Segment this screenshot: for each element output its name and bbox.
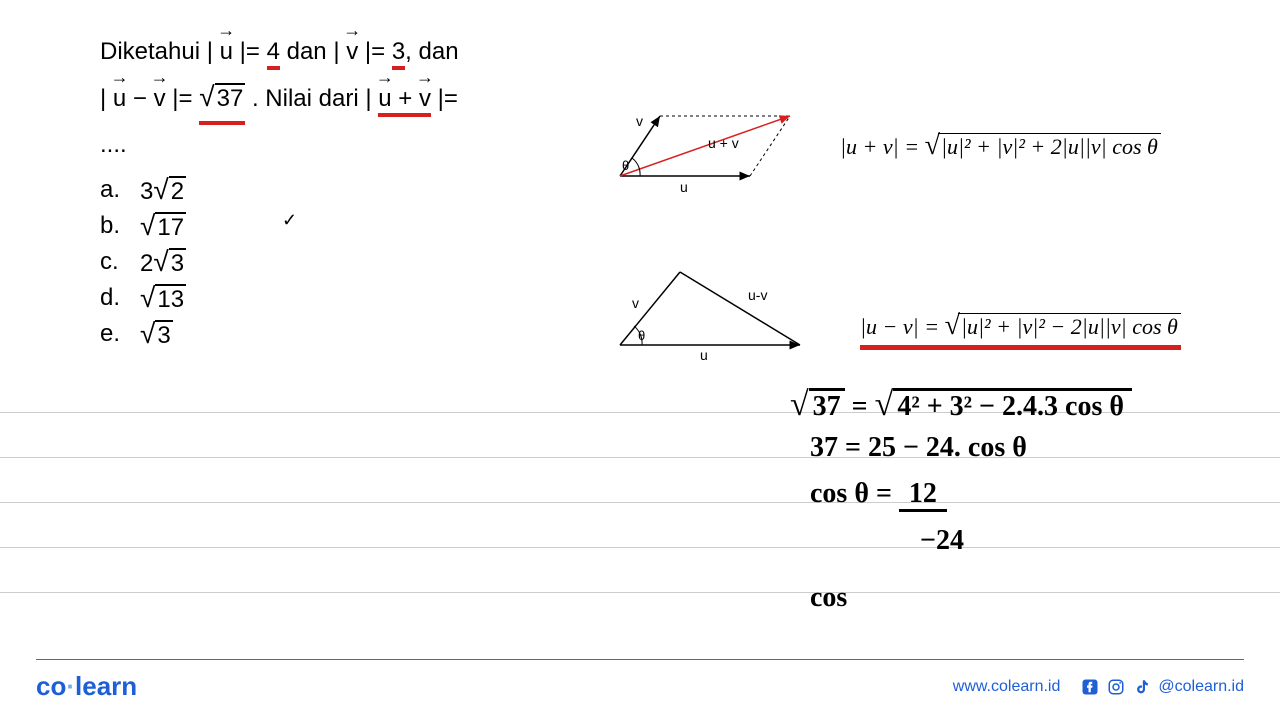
vector-v: v [154,79,166,120]
colearn-logo: co·learn [36,671,137,702]
triangle-diagram: v u u-v θ [600,260,820,365]
facebook-icon [1080,677,1100,697]
handwritten-step-2: 37 = 25 − 24. cos θ [810,432,1027,464]
svg-text:θ: θ [638,328,645,343]
text: |= [166,85,200,112]
option-a: a. 3√2 [100,174,560,206]
instagram-icon [1106,677,1126,697]
option-label: e. [100,320,140,348]
formula-uplusv: |u + v| = √|u|² + |v|² + 2|u||v| cos θ [840,130,1161,162]
option-label: b. [100,212,140,240]
text: . Nilai dari | [245,85,378,112]
problem-block: Diketahui | u |= 4 dan | v |= 3, dan | u… [100,32,560,354]
vector-u: u [220,32,233,73]
handwritten-step-3: cos θ = 12 [810,478,947,510]
tiktok-icon [1132,677,1152,697]
svg-text:u: u [680,179,688,195]
social-icons: @colearn.id [1080,677,1244,697]
footer-handle: @colearn.id [1158,678,1244,696]
options-list: a. 3√2 b. √17 c. 2√3 ✓ d. √13 e. √3 [100,174,560,350]
option-e: e. √3 [100,318,560,350]
option-d: d. √13 [100,282,560,314]
svg-text:u: u [700,347,708,360]
dots: .... [100,131,127,158]
formula-lhs: |u − v| = [860,314,939,339]
option-c: c. 2√3 ✓ [100,246,560,278]
footer-divider [36,659,1244,660]
text: − [126,85,153,112]
text: |= [233,38,267,65]
option-b: b. √17 [100,210,560,242]
svg-text:u-v: u-v [748,287,767,303]
text: |= [431,85,458,112]
option-value: 3√2 [140,174,186,206]
vector-v: v [346,32,358,73]
option-label: d. [100,284,140,312]
formula-uminusv: |u − v| = √|u|² + |v|² − 2|u||v| cos θ [860,310,1181,342]
formula-rhs: |u|² + |v|² − 2|u||v| cos θ [958,313,1181,340]
u-plus-v-highlight: u + v [378,85,431,117]
footer-right: www.colearn.id @colearn.id [953,677,1244,697]
parallelogram-diagram: v u u + v θ [600,96,800,201]
footer-url: www.colearn.id [953,678,1061,696]
svg-text:v: v [636,113,643,129]
option-value: √17 [140,210,186,242]
option-label: a. [100,176,140,204]
text: dan | [280,38,346,65]
svg-text:v: v [632,295,639,311]
option-label: c. [100,248,140,276]
formula-rhs: |u|² + |v|² + 2|u||v| cos θ [938,133,1161,160]
handwritten-step-4: cos [810,582,847,614]
formula-lhs: |u + v| = [840,134,919,159]
option-value: √13 [140,282,186,314]
footer: co·learn www.colearn.id @colearn.id [36,671,1244,702]
problem-text: Diketahui | u |= 4 dan | v |= 3, dan | u… [100,32,560,166]
checkmark-icon: ✓ [282,210,297,231]
handwritten-step-1: √37 = √4² + 3² − 2.4.3 cos θ [790,386,1132,424]
svg-text:u + v: u + v [708,135,739,151]
svg-text:θ: θ [622,158,629,173]
value-u-magnitude: 4 [267,38,280,70]
vector-u: u [113,79,126,120]
ruled-paper-lines [0,412,1280,637]
handwritten-step-3-denom: −24 [920,525,964,557]
value-uminusv-magnitude: √37 [199,73,245,126]
option-value: √3 [140,318,173,350]
option-value: 2√3 [140,246,186,278]
